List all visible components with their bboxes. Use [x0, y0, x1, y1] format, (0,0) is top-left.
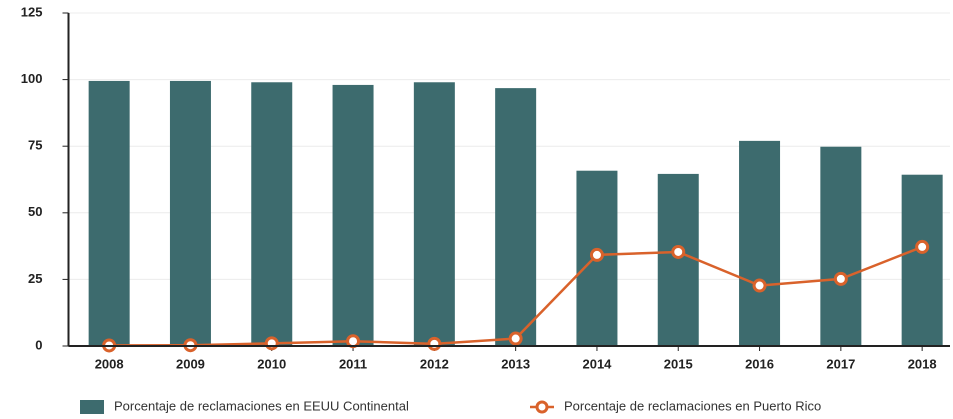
x-tick-label: 2016 [745, 356, 774, 371]
marker [752, 278, 767, 293]
x-tick-label: 2012 [420, 356, 449, 371]
marker [589, 247, 604, 262]
marker [264, 336, 279, 351]
marker [671, 244, 686, 259]
bar [251, 82, 293, 346]
bar [413, 82, 455, 346]
legend-label: Porcentaje de reclamaciones en Puerto Ri… [564, 398, 821, 413]
y-tick-label: 25 [28, 271, 42, 286]
x-tick-label: 2011 [339, 356, 367, 371]
bar [332, 84, 374, 346]
bar [169, 80, 211, 346]
legend-swatch [80, 400, 104, 414]
x-tick-label: 2009 [176, 356, 205, 371]
x-tick-label: 2018 [908, 356, 937, 371]
marker [833, 271, 848, 286]
x-tick-label: 2008 [95, 356, 124, 371]
legend-swatch [535, 400, 549, 414]
y-tick-label: 125 [21, 4, 43, 19]
bar [88, 80, 130, 346]
y-tick-label: 50 [28, 204, 42, 219]
legend-label: Porcentaje de reclamaciones en EEUU Cont… [114, 398, 409, 413]
bar [657, 173, 699, 346]
y-tick-label: 75 [28, 138, 42, 153]
x-tick-label: 2017 [826, 356, 855, 371]
y-tick-label: 0 [35, 337, 42, 352]
bar [901, 174, 943, 346]
y-tick-label: 100 [21, 71, 43, 86]
marker [427, 336, 442, 351]
marker [508, 331, 523, 346]
bar [739, 140, 781, 346]
x-tick-label: 2010 [257, 356, 286, 371]
x-tick-label: 2015 [664, 356, 693, 371]
x-tick-label: 2013 [501, 356, 530, 371]
bar [820, 146, 862, 346]
marker [915, 239, 930, 254]
x-tick-label: 2014 [582, 356, 612, 371]
bar [495, 88, 537, 346]
